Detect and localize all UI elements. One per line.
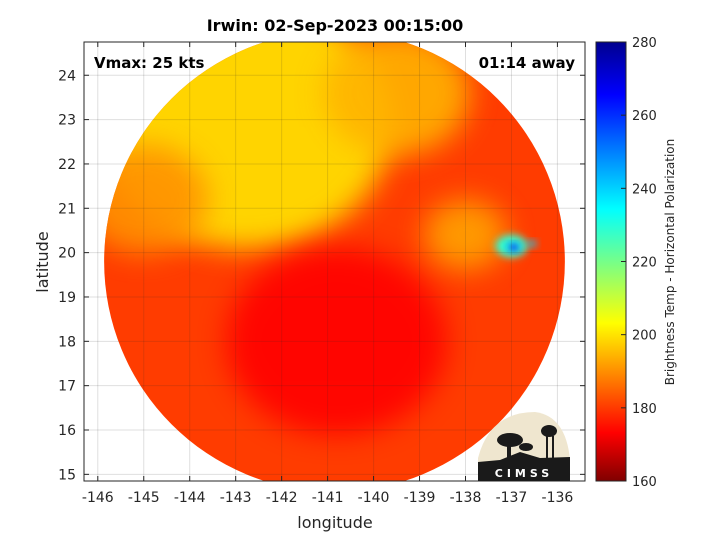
- swath-feature-core: [508, 243, 520, 252]
- colorbar-tick-label: 240: [632, 182, 657, 197]
- y-axis-label: latitude: [33, 231, 52, 292]
- y-tick-label: 18: [58, 334, 76, 350]
- x-tick-label: -137: [496, 490, 528, 506]
- x-tick-label: -145: [128, 490, 160, 506]
- y-axis-ticks: 15 16 17 18 19 20 21 22 23 24: [58, 68, 585, 483]
- x-tick-label: -136: [542, 490, 574, 506]
- y-tick-label: 16: [58, 423, 76, 439]
- colorbar-tick-label: 160: [632, 475, 657, 490]
- colorbar-label: Brightness Temp - Horizontal Polarizatio…: [663, 139, 677, 386]
- vmax-annotation: Vmax: 25 kts: [94, 54, 204, 72]
- grid-lines: [84, 42, 585, 481]
- x-tick-label: -146: [82, 490, 114, 506]
- y-tick-label: 24: [58, 68, 76, 84]
- y-tick-label: 22: [58, 157, 76, 173]
- x-tick-label: -144: [174, 490, 206, 506]
- colorbar-tick-label: 200: [632, 329, 657, 344]
- swath-layer: [104, 42, 565, 481]
- cimss-logo: CIMSS: [478, 412, 570, 481]
- axes-frame: [83, 41, 586, 482]
- y-tick-label: 23: [58, 113, 76, 129]
- x-axis-ticks: -146 -145 -144 -143 -142 -141 -140 -139 -138 -137…: [82, 42, 573, 506]
- logo-text: CIMSS: [495, 467, 553, 480]
- y-tick-label: 17: [58, 379, 76, 395]
- x-tick-label: -143: [220, 490, 252, 506]
- y-tick-label: 20: [58, 246, 76, 262]
- colorbar-tick-label: 260: [632, 109, 657, 124]
- swath-feature-east-band: [424, 199, 507, 271]
- x-axis-label: longitude: [297, 513, 372, 532]
- y-tick-label: 21: [58, 201, 76, 217]
- y-tick-label: 15: [58, 467, 76, 483]
- swath-feature-core-2: [527, 240, 537, 247]
- swath-feature-center: [226, 247, 448, 436]
- x-tick-label: -142: [266, 490, 298, 506]
- x-tick-label: -138: [450, 490, 482, 506]
- x-tick-label: -141: [312, 490, 344, 506]
- y-tick-label: 19: [58, 290, 76, 306]
- x-tick-label: -139: [404, 490, 436, 506]
- time-away-annotation: 01:14 away: [479, 54, 576, 72]
- colorbar-tick-label: 220: [632, 256, 657, 271]
- colorbar-ticks: 160 180 200 220 240 260 280: [621, 36, 657, 490]
- colorbar-tick-label: 180: [632, 402, 657, 417]
- colorbar-tick-label: 280: [632, 36, 657, 51]
- chart-title: Irwin: 02-Sep-2023 00:15:00: [207, 16, 464, 35]
- swath-feature-north-east: [323, 42, 471, 156]
- x-tick-label: -140: [358, 490, 390, 506]
